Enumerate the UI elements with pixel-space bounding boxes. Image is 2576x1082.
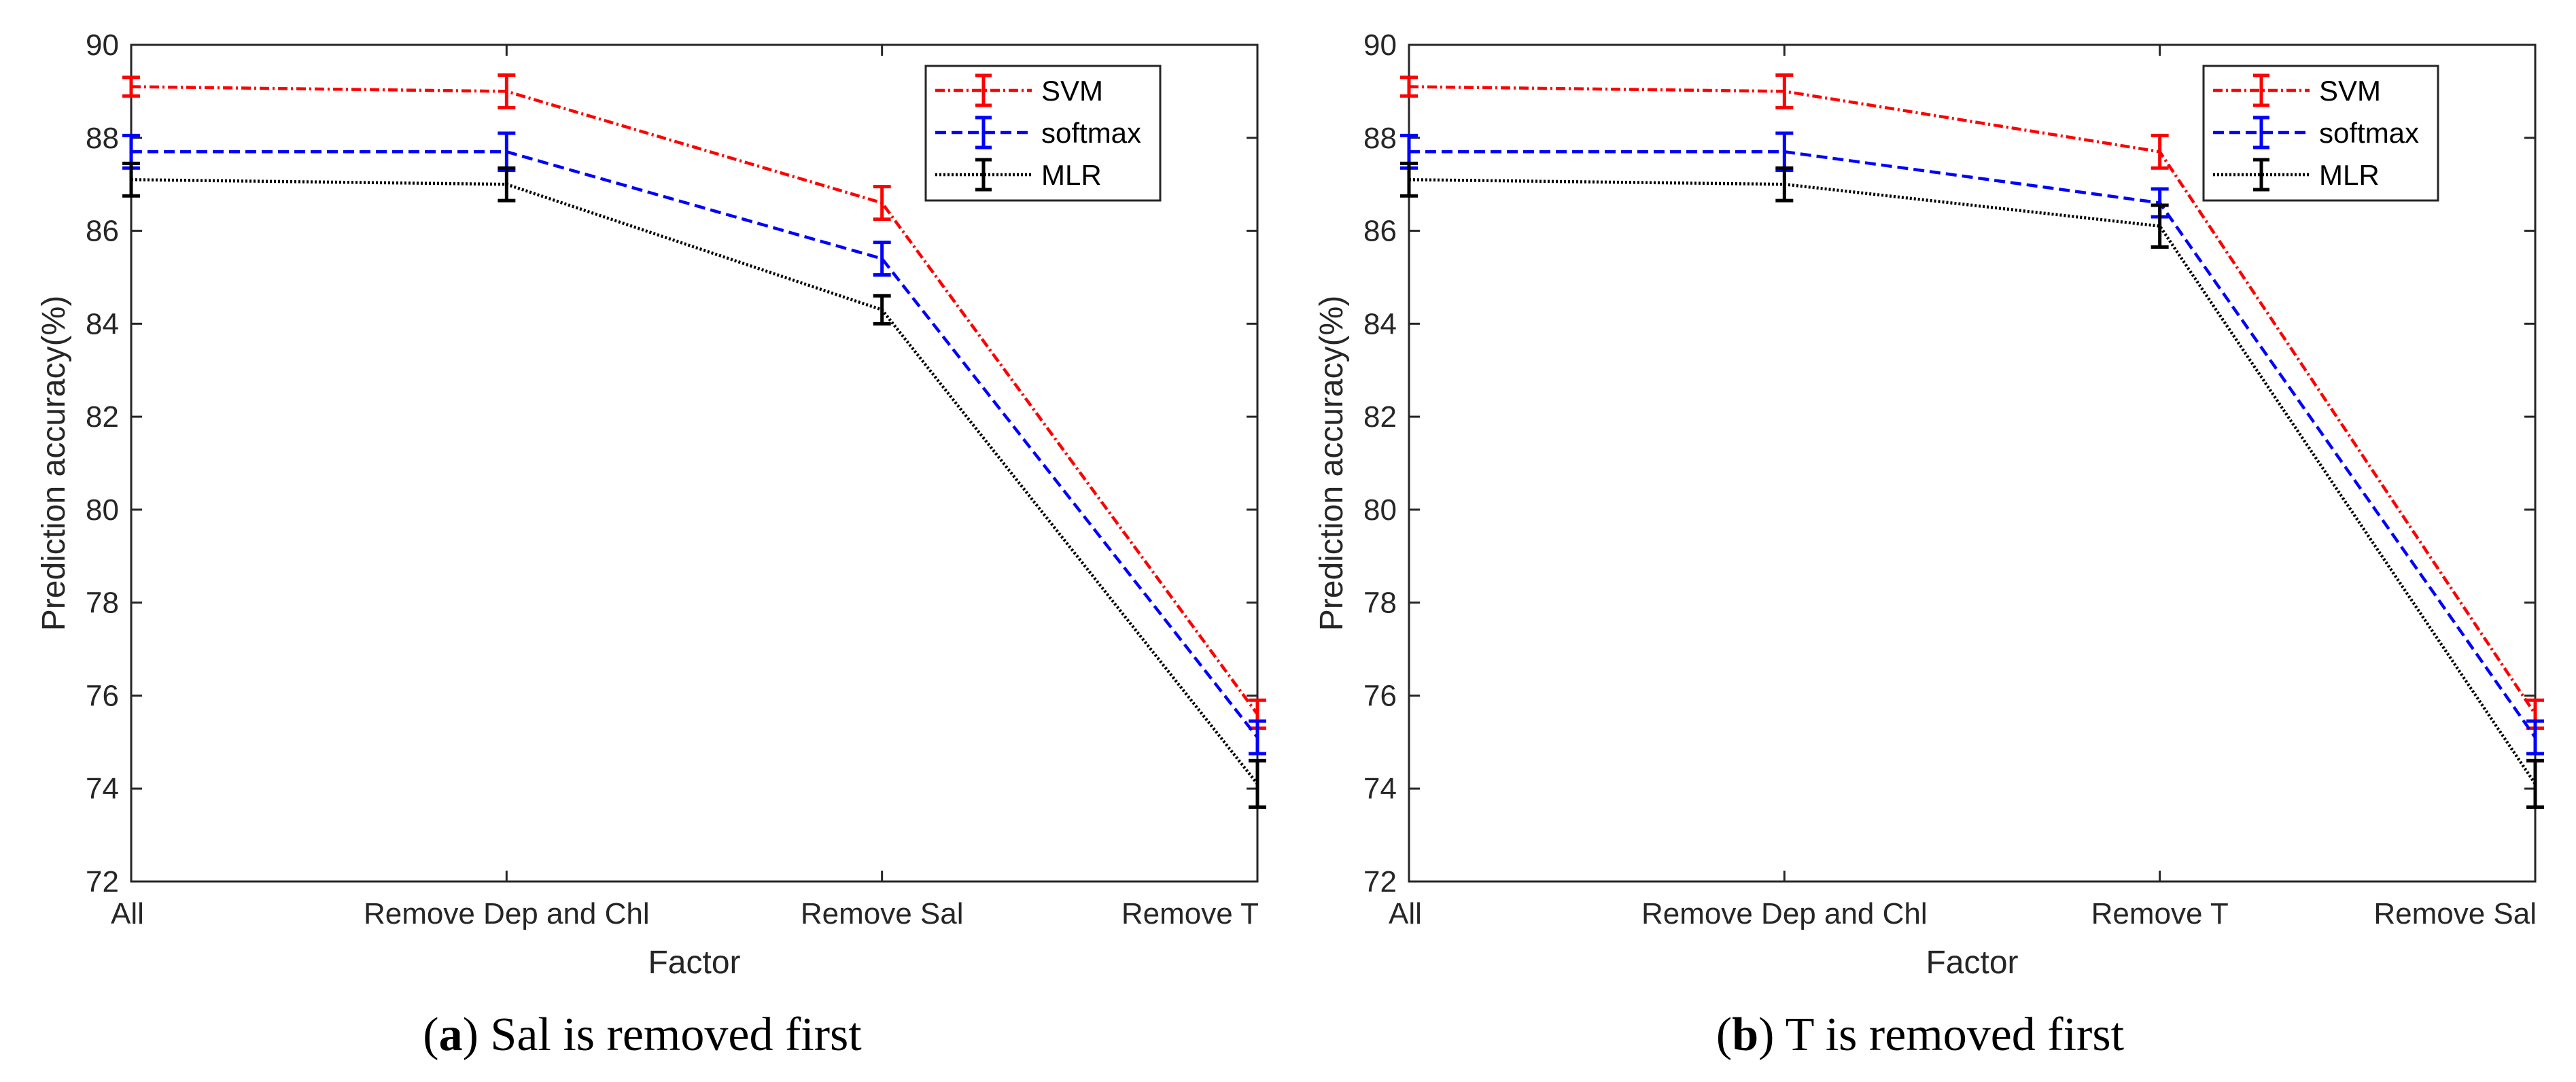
- chart-a-caption-text: Sal is removed first: [490, 1009, 862, 1061]
- series-line-MLR: [130, 178, 1259, 785]
- legend-label-SVM: SVM: [1041, 75, 1103, 107]
- chart-b-caption-text: T is removed first: [1786, 1009, 2125, 1061]
- legend-label-softmax: softmax: [1041, 117, 1141, 149]
- y-axis-label: Prediction accuracy(%): [1314, 296, 1350, 631]
- chart-b-caption-letter: b: [1732, 1009, 1758, 1061]
- y-tick-label: 76: [86, 679, 119, 712]
- y-tick-label: 82: [86, 400, 119, 434]
- error-bar-SVM: [1400, 75, 1418, 98]
- series-line-SVM: [1408, 85, 2537, 716]
- series-line-softmax: [131, 150, 1259, 739]
- y-tick-label: 74: [86, 772, 119, 805]
- y-tick-label: 82: [1363, 400, 1397, 434]
- chart-panel-a: 72 74 76 78 80 82 84 86 88 90 All Remove Dep and Ch…: [0, 0, 1278, 1082]
- y-tick-label: 80: [86, 493, 119, 527]
- error-bar-softmax: [873, 241, 891, 277]
- y-tick-label: 90: [1363, 29, 1397, 62]
- y-tick-label: 74: [1363, 772, 1397, 805]
- chart-a-svg: 72 74 76 78 80 82 84 86 88 90 All Remove Dep and Ch…: [36, 29, 1266, 1061]
- x-tick-label: All: [1389, 897, 1422, 930]
- y-tick-label: 84: [86, 307, 119, 341]
- chart-panel-b: 72 74 76 78 80 82 84 86 88 90 All Remove Dep and Ch…: [1278, 0, 2556, 1082]
- y-tick-label: 86: [1363, 215, 1397, 248]
- legend-box: [2202, 65, 2439, 202]
- error-bar-SVM: [873, 185, 891, 221]
- x-tick-label: Remove Dep and Chl: [1641, 897, 1928, 930]
- legend-label-SVM: SVM: [2319, 75, 2381, 107]
- x-tick-label: Remove Dep and Chl: [364, 897, 650, 930]
- x-tick-label: All: [111, 897, 144, 930]
- x-tick-label: Remove Sal: [801, 897, 964, 930]
- series-line-SVM: [130, 85, 1259, 716]
- y-tick-label: 72: [1363, 865, 1397, 898]
- x-tick-label: Remove Sal: [2373, 897, 2537, 930]
- error-bar-SVM: [498, 73, 516, 109]
- y-tick-label: 78: [86, 587, 119, 620]
- error-bar-MLR: [1400, 161, 1418, 198]
- y-tick-label: 90: [86, 29, 119, 62]
- y-tick-label: 88: [86, 122, 119, 155]
- error-bar-MLR: [1775, 166, 1794, 203]
- chart-a-plot: 72 74 76 78 80 82 84 86 88 90 All Remove Dep and Ch…: [36, 29, 1266, 981]
- y-tick-label: 80: [1363, 493, 1397, 527]
- error-bar-SVM: [122, 75, 140, 98]
- y-tick-label: 78: [1363, 587, 1397, 620]
- error-bar-softmax: [1249, 719, 1266, 756]
- x-axis-label: Factor: [1926, 945, 2018, 981]
- y-tick-label: 84: [1363, 307, 1397, 341]
- legend: SVM softmax MLR: [2202, 65, 2439, 202]
- legend-label-MLR: MLR: [1041, 159, 1102, 191]
- y-tick-label: 86: [86, 215, 119, 248]
- legend-box: [924, 65, 1162, 202]
- error-bar-MLR: [2151, 203, 2169, 249]
- chart-b-svg: 72 74 76 78 80 82 84 86 88 90 All Remove Dep and Ch…: [1314, 29, 2544, 1061]
- legend: SVM softmax MLR: [924, 65, 1162, 202]
- error-bar-softmax: [2526, 719, 2544, 756]
- chart-a-caption: (a) Sal is removed first: [423, 1009, 862, 1061]
- error-bar-MLR: [122, 161, 140, 198]
- error-bar-MLR: [873, 294, 891, 326]
- series-line-MLR: [1408, 178, 2537, 785]
- x-tick-label: Remove T: [1121, 897, 1259, 930]
- x-tick-label: Remove T: [2091, 897, 2229, 930]
- error-bar-MLR: [2526, 758, 2544, 809]
- error-bar-SVM: [2151, 133, 2169, 170]
- y-axis-label: Prediction accuracy(%): [36, 296, 72, 631]
- y-tick-label: 76: [1363, 679, 1397, 712]
- chart-b-plot: 72 74 76 78 80 82 84 86 88 90 All Remove Dep and Ch…: [1314, 29, 2544, 981]
- error-bar-MLR: [1249, 758, 1266, 809]
- chart-a-caption-letter: a: [439, 1009, 463, 1061]
- error-bar-MLR: [498, 166, 516, 203]
- error-bar-SVM: [1775, 73, 1794, 109]
- legend-label-softmax: softmax: [2319, 117, 2419, 149]
- x-axis-label: Factor: [648, 945, 740, 981]
- y-tick-label: 88: [1363, 122, 1397, 155]
- series-line-softmax: [1409, 150, 2537, 739]
- y-tick-label: 72: [86, 865, 119, 898]
- legend-label-MLR: MLR: [2319, 159, 2380, 191]
- chart-b-caption: (b) T is removed first: [1716, 1009, 2125, 1061]
